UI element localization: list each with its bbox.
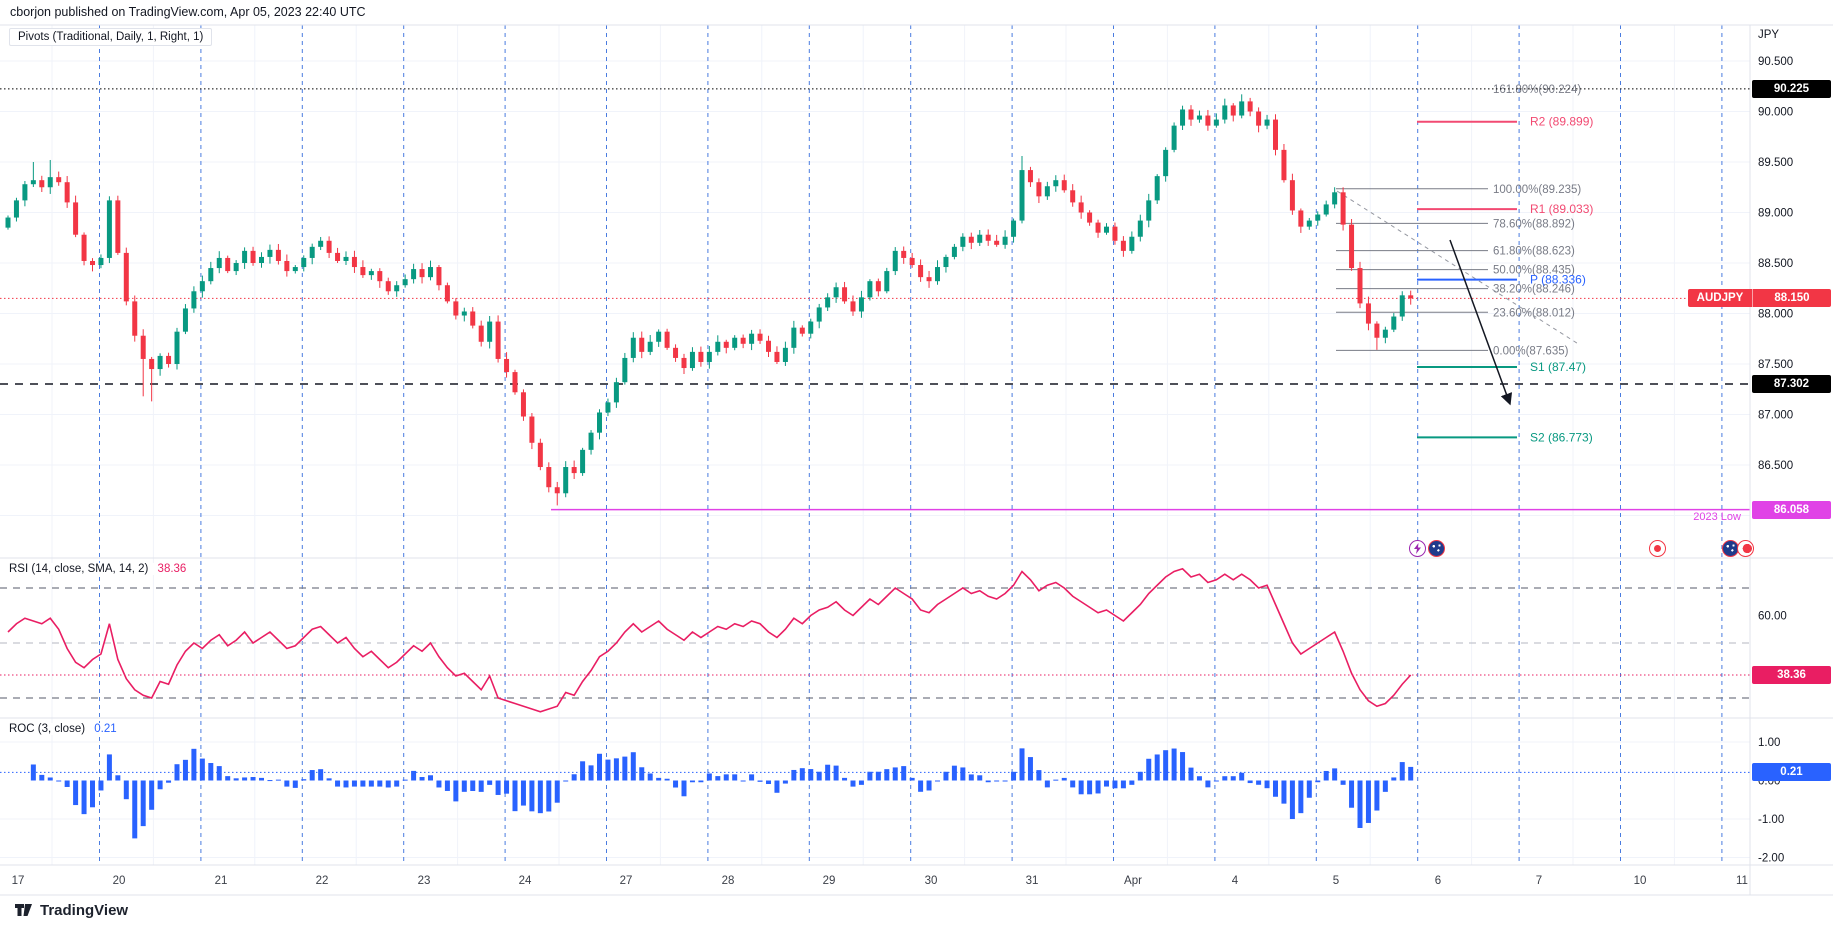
price-axis-label: 86.500 — [1758, 460, 1793, 472]
price-axis-label: 89.000 — [1758, 208, 1793, 220]
pivot-level-label: P (88.336) — [1530, 273, 1586, 287]
lightning-icon — [1414, 543, 1421, 554]
dashed-level-price-tag[interactable]: 87.302 — [1752, 375, 1831, 393]
time-axis-label: 29 — [823, 875, 836, 887]
price-axis[interactable]: 90.500 90.000 89.500 89.000 88.500 88.000 87.5… — [1758, 56, 1793, 865]
low-level-price-tag[interactable]: 86.058 — [1752, 501, 1831, 519]
day-separator-lines — [99, 25, 1723, 865]
fib-level-label: 161.80%(90.224) — [1493, 84, 1581, 96]
pane-separators — [0, 24, 1833, 896]
tradingview-logo[interactable]: TradingView — [14, 901, 128, 920]
time-axis-label: 21 — [215, 875, 228, 887]
price-axis-label: 90.000 — [1758, 107, 1793, 119]
time-axis-label: Apr — [1124, 875, 1142, 887]
rsi-legend-label: RSI (14, close, SMA, 14, 2) — [9, 563, 149, 575]
time-axis-label: 10 — [1634, 875, 1647, 887]
time-axis-label: 4 — [1232, 875, 1239, 887]
rsi-pane — [0, 567, 1750, 713]
time-axis-label: 11 — [1736, 875, 1748, 887]
price-axis-label: 90.500 — [1758, 56, 1793, 68]
grid-lines — [0, 25, 1750, 865]
time-axis-label: 30 — [925, 875, 938, 887]
rsi-axis-label: 60.00 — [1758, 611, 1787, 623]
pivot-levels-drawing[interactable]: R2 (89.899) R1 (89.033) P (88.336) S1 (87.4… — [1417, 115, 1593, 445]
symbol-name: AUDJPY — [1688, 289, 1753, 307]
fib-level-label: 38.20%(88.246) — [1493, 284, 1575, 296]
fib-level-label: 100.00%(89.235) — [1493, 184, 1581, 196]
time-axis-label: 20 — [113, 875, 126, 887]
time-axis-label: 28 — [722, 875, 735, 887]
time-axis-label: 6 — [1435, 875, 1441, 887]
time-axis[interactable]: 17 20 21 22 23 24 27 28 29 30 31 Apr 4 5 6 7 10 11 — [12, 875, 1748, 887]
fib-level-label: 0.00%(87.635) — [1493, 345, 1569, 357]
rsi-value-tag[interactable]: 38.36 — [1752, 666, 1831, 684]
price-axis-label: 88.500 — [1758, 258, 1793, 270]
fib-level-label: 61.80%(88.623) — [1493, 246, 1575, 258]
roc-legend-value: 0.21 — [94, 723, 117, 735]
roc-axis-label: -1.00 — [1758, 814, 1784, 826]
price-axis-label: 87.000 — [1758, 410, 1793, 422]
roc-histogram[interactable] — [30, 748, 1414, 839]
tradingview-logo-icon — [15, 904, 32, 916]
rsi-legend-value: 38.36 — [157, 563, 187, 575]
price-axis-label: 87.500 — [1758, 359, 1793, 371]
time-axis-label: 24 — [519, 875, 532, 887]
pivots-legend-label: Pivots (Traditional, Daily, 1, Right, 1) — [18, 31, 204, 43]
price-axis-label: 88.000 — [1758, 309, 1793, 321]
candles-layer[interactable] — [5, 94, 1414, 506]
fib-level-label: 23.60%(88.012) — [1493, 307, 1575, 319]
fib-retracement-drawing[interactable]: 161.80%(90.224) 100.00%(89.235) 78.60%(88.… — [1336, 84, 1581, 357]
symbol-price-tag[interactable]: AUDJPY 88.150 — [1688, 289, 1831, 307]
time-axis-label: 17 — [12, 875, 25, 887]
roc-axis-label: 1.00 — [1758, 737, 1780, 749]
rsi-line[interactable] — [7, 567, 1412, 713]
tradingview-logo-text: TradingView — [40, 902, 129, 919]
price-axis-label: 89.500 — [1758, 157, 1793, 169]
reference-lines[interactable] — [0, 88, 1750, 511]
pivots-indicator-legend[interactable]: Pivots (Traditional, Daily, 1, Right, 1) — [9, 28, 213, 46]
fib-extension-price-tag[interactable]: 90.225 — [1752, 80, 1831, 98]
dividend-event-icon[interactable] — [1649, 540, 1666, 557]
pivot-level-label: S2 (86.773) — [1530, 430, 1593, 444]
pivot-level-label: S1 (87.47) — [1530, 360, 1586, 374]
symbol-last-price: 88.150 — [1774, 292, 1810, 304]
time-axis-label: 22 — [316, 875, 329, 887]
time-axis-label: 31 — [1026, 875, 1039, 887]
roc-indicator-legend[interactable]: ROC (3, close) 0.21 — [9, 723, 117, 735]
economic-event-icon[interactable] — [1409, 540, 1426, 557]
aud-flag-icon[interactable] — [1428, 540, 1445, 557]
down-arrow-annotation[interactable] — [1449, 239, 1513, 406]
roc-value-tag[interactable]: 0.21 — [1752, 763, 1831, 781]
roc-legend-label: ROC (3, close) — [9, 723, 86, 735]
rsi-indicator-legend[interactable]: RSI (14, close, SMA, 14, 2) 38.36 — [9, 563, 187, 575]
jpy-flag-icon[interactable] — [1737, 540, 1754, 557]
pivot-level-label: R1 (89.033) — [1530, 202, 1593, 216]
time-axis-label: 7 — [1536, 875, 1542, 887]
attribution-header: cborjon published on TradingView.com, Ap… — [10, 5, 366, 19]
fib-level-label: 78.60%(88.892) — [1493, 218, 1575, 230]
time-axis-label: 23 — [418, 875, 431, 887]
time-axis-label: 27 — [620, 875, 633, 887]
time-axis-label: 5 — [1333, 875, 1339, 887]
roc-axis-label: -2.00 — [1758, 853, 1784, 865]
currency-label: JPY — [1758, 29, 1780, 41]
fib-level-label: 50.00%(88.435) — [1493, 265, 1575, 277]
pivot-level-label: R2 (89.899) — [1530, 115, 1593, 129]
2023-low-annotation: 2023 Low — [1693, 511, 1741, 523]
